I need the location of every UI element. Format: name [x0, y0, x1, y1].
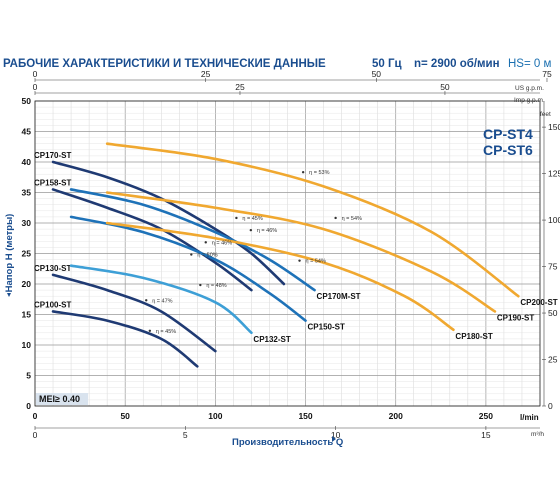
curve-label-cp150-st: CP150-ST — [308, 323, 345, 332]
curve-cp150-st — [69, 215, 307, 322]
curve-cp200-st — [105, 142, 520, 298]
curve-label-cp158-st: CP158-ST — [34, 178, 71, 187]
efficiency-label: η = 46% — [257, 228, 277, 234]
efficiency-marker — [145, 299, 148, 302]
us-gpm-tick-label: 25 — [201, 69, 211, 79]
m3h-tick-label: 15 — [481, 430, 491, 440]
efficiency-label: η = 45% — [156, 329, 176, 335]
efficiency-label: η = 53% — [309, 170, 329, 176]
us-gpm-tick-label: 50 — [372, 69, 382, 79]
curve-label-cp200-st: CP200-ST — [520, 298, 557, 307]
m3h-tick-label: 5 — [183, 430, 188, 440]
y-tick-label: 30 — [22, 218, 32, 228]
efficiency-marker — [190, 253, 193, 256]
m3h-unit: m³/h — [531, 431, 544, 438]
feet-tick-label: 0 — [548, 401, 553, 411]
plot-frame — [34, 100, 541, 407]
x-tick-label: 0 — [33, 411, 38, 421]
efficiency-marker — [301, 171, 305, 174]
top-secondary-axes: US g.p.m. Imp g.p.m. — [35, 79, 545, 104]
efficiency-marker — [298, 259, 301, 262]
y-tick-label: 40 — [22, 157, 32, 167]
efficiency-label: η = 54% — [342, 216, 362, 222]
model-st4: CP-ST4 — [483, 126, 533, 142]
curve-label-cp130-st: CP130-ST — [34, 264, 71, 273]
speed-label: n= 2900 об/мин — [414, 58, 500, 70]
hs-label: HS= 0 м — [508, 58, 551, 70]
model-st6: CP-ST6 — [483, 142, 533, 158]
curve-label-cp190-st: CP190-ST — [497, 313, 534, 322]
efficiency-label: η = 47% — [152, 298, 172, 304]
curve-cp130-st — [51, 273, 217, 353]
x-tick-label: 200 — [389, 411, 403, 421]
curve-label-cp170-st: CP170-ST — [34, 151, 71, 160]
pump-curves: CP170-ST CP158-ST CP170M-ST CP150-ST CP130-S… — [34, 142, 558, 368]
x-tick-label: 150 — [298, 411, 312, 421]
y-tick-label: 35 — [22, 188, 32, 198]
efficiency-label: η = 54% — [306, 259, 326, 265]
curve-cp170-st — [51, 160, 286, 286]
feet-tick-label: 100 — [548, 215, 560, 225]
curve-cp180-st — [105, 221, 455, 332]
frequency-label: 50 Гц — [372, 58, 402, 70]
feet-tick-label: 50 — [548, 308, 558, 318]
grid — [34, 100, 541, 407]
us-gpm-tick-label: 75 — [542, 69, 552, 79]
x-tick-label: 100 — [208, 411, 222, 421]
y-tick-label: 20 — [22, 279, 32, 289]
efficiency-marker — [199, 283, 202, 287]
efficiency-marker — [235, 216, 238, 220]
curve-cp100-st — [51, 310, 199, 368]
efficiency-label: η = 46% — [212, 240, 232, 246]
imp-gpm-tick-label: 50 — [440, 82, 450, 92]
x-axis-title: Производительность Q — [232, 437, 343, 448]
mei-box — [36, 393, 88, 405]
curve-label-cp100-st: CP100-ST — [34, 300, 71, 309]
m3h-tick-label: 10 — [331, 430, 341, 440]
y-tick-label: 50 — [22, 96, 32, 106]
chart-title: РАБОЧИЕ ХАРАКТЕРИСТИКИ И ТЕХНИЧЕСКИЕ ДАН… — [3, 58, 326, 70]
y-tick-label: 0 — [26, 401, 31, 411]
feet-unit: feet — [540, 111, 551, 118]
efficiency-label: η = 45% — [242, 216, 262, 222]
y-axis-arrow-icon — [7, 293, 11, 297]
imp-gpm-tick-label: 0 — [33, 82, 38, 92]
curve-cp170m-st — [69, 188, 316, 292]
efficiency-label: η = 48% — [206, 283, 226, 289]
y-tick-label: 45 — [22, 127, 32, 137]
x-tick-label: 50 — [120, 411, 130, 421]
x-unit: l/min — [520, 413, 539, 422]
curve-cp132-st — [69, 264, 253, 335]
efficiency-marker — [148, 329, 152, 332]
curve-label-cp170m-st: CP170M-ST — [317, 292, 361, 301]
efficiency-marker — [204, 241, 207, 244]
efficiency-label: η = 50% — [197, 253, 217, 259]
efficiency-marker — [249, 228, 253, 232]
curve-label-cp180-st: CP180-ST — [455, 332, 492, 341]
efficiency-marker — [334, 216, 337, 220]
us-gpm-tick-label: 0 — [33, 69, 38, 79]
efficiency-annotations: η = 53% η = 54% η = 54% η = 45% η = 46% η = 4… — [145, 170, 362, 335]
y-tick-label: 15 — [22, 310, 32, 320]
y-tick-label: 10 — [22, 340, 32, 350]
us-gpm-unit: US g.p.m. — [515, 85, 544, 92]
x-axis-arrow-icon — [332, 436, 336, 442]
mei-label: MEI≥ 0.40 — [39, 394, 80, 404]
m3h-tick-label: 0 — [33, 430, 38, 440]
feet-tick-label: 25 — [548, 355, 558, 365]
y-tick-label: 5 — [26, 371, 31, 381]
feet-tick-label: 150 — [548, 122, 560, 132]
feet-tick-label: 75 — [548, 262, 558, 272]
curve-label-cp132-st: CP132-ST — [253, 335, 290, 344]
y-tick-label: 25 — [22, 249, 32, 259]
y-axis-title: Напор H (метры) — [4, 214, 15, 293]
curve-cp190-st — [105, 191, 497, 313]
feet-tick-label: 125 — [548, 169, 560, 179]
imp-gpm-unit: Imp g.p.m. — [514, 97, 545, 104]
imp-gpm-tick-label: 25 — [235, 82, 245, 92]
x-tick-label: 250 — [479, 411, 493, 421]
